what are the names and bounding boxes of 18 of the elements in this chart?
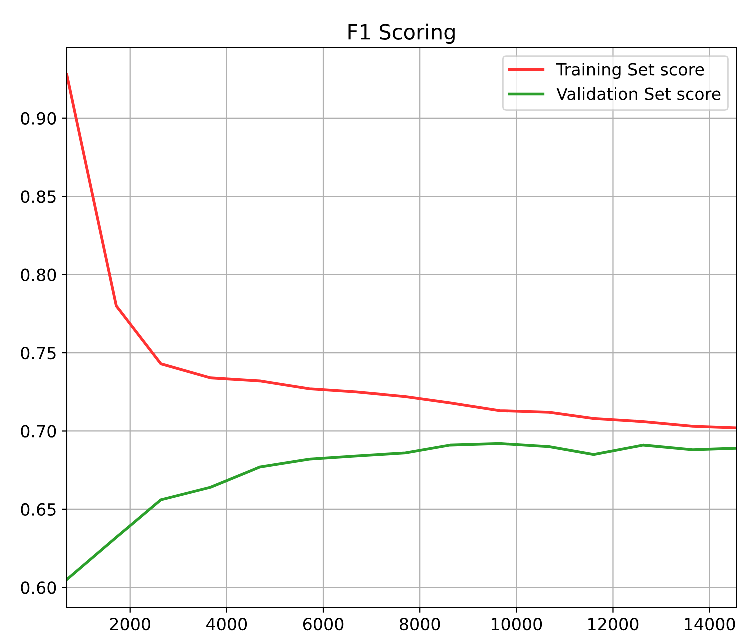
- x-tick-label: 12000: [588, 618, 639, 631]
- y-tick-label: 0.80: [21, 268, 56, 282]
- y-tick-label: 0.85: [21, 190, 56, 204]
- x-tick-label: 14000: [685, 618, 736, 631]
- x-tick-label: 10000: [492, 618, 542, 631]
- y-tick-label: 0.90: [21, 112, 56, 125]
- y-tick-label: 0.65: [21, 503, 56, 516]
- x-tick-label: 2000: [110, 618, 150, 631]
- y-tick-label: 0.70: [21, 425, 56, 438]
- legend-label: Training Set score: [556, 63, 704, 80]
- x-tick-label: 6000: [303, 618, 344, 631]
- x-tick-label: 4000: [206, 618, 248, 631]
- y-tick-label: 0.75: [21, 346, 56, 360]
- chart-title: F1 Scoring: [348, 24, 455, 44]
- x-tick-label: 8000: [400, 618, 440, 631]
- line-series: [66, 442, 737, 582]
- legend-label: Validation Set score: [556, 87, 721, 100]
- y-tick-label: 0.60: [21, 582, 56, 594]
